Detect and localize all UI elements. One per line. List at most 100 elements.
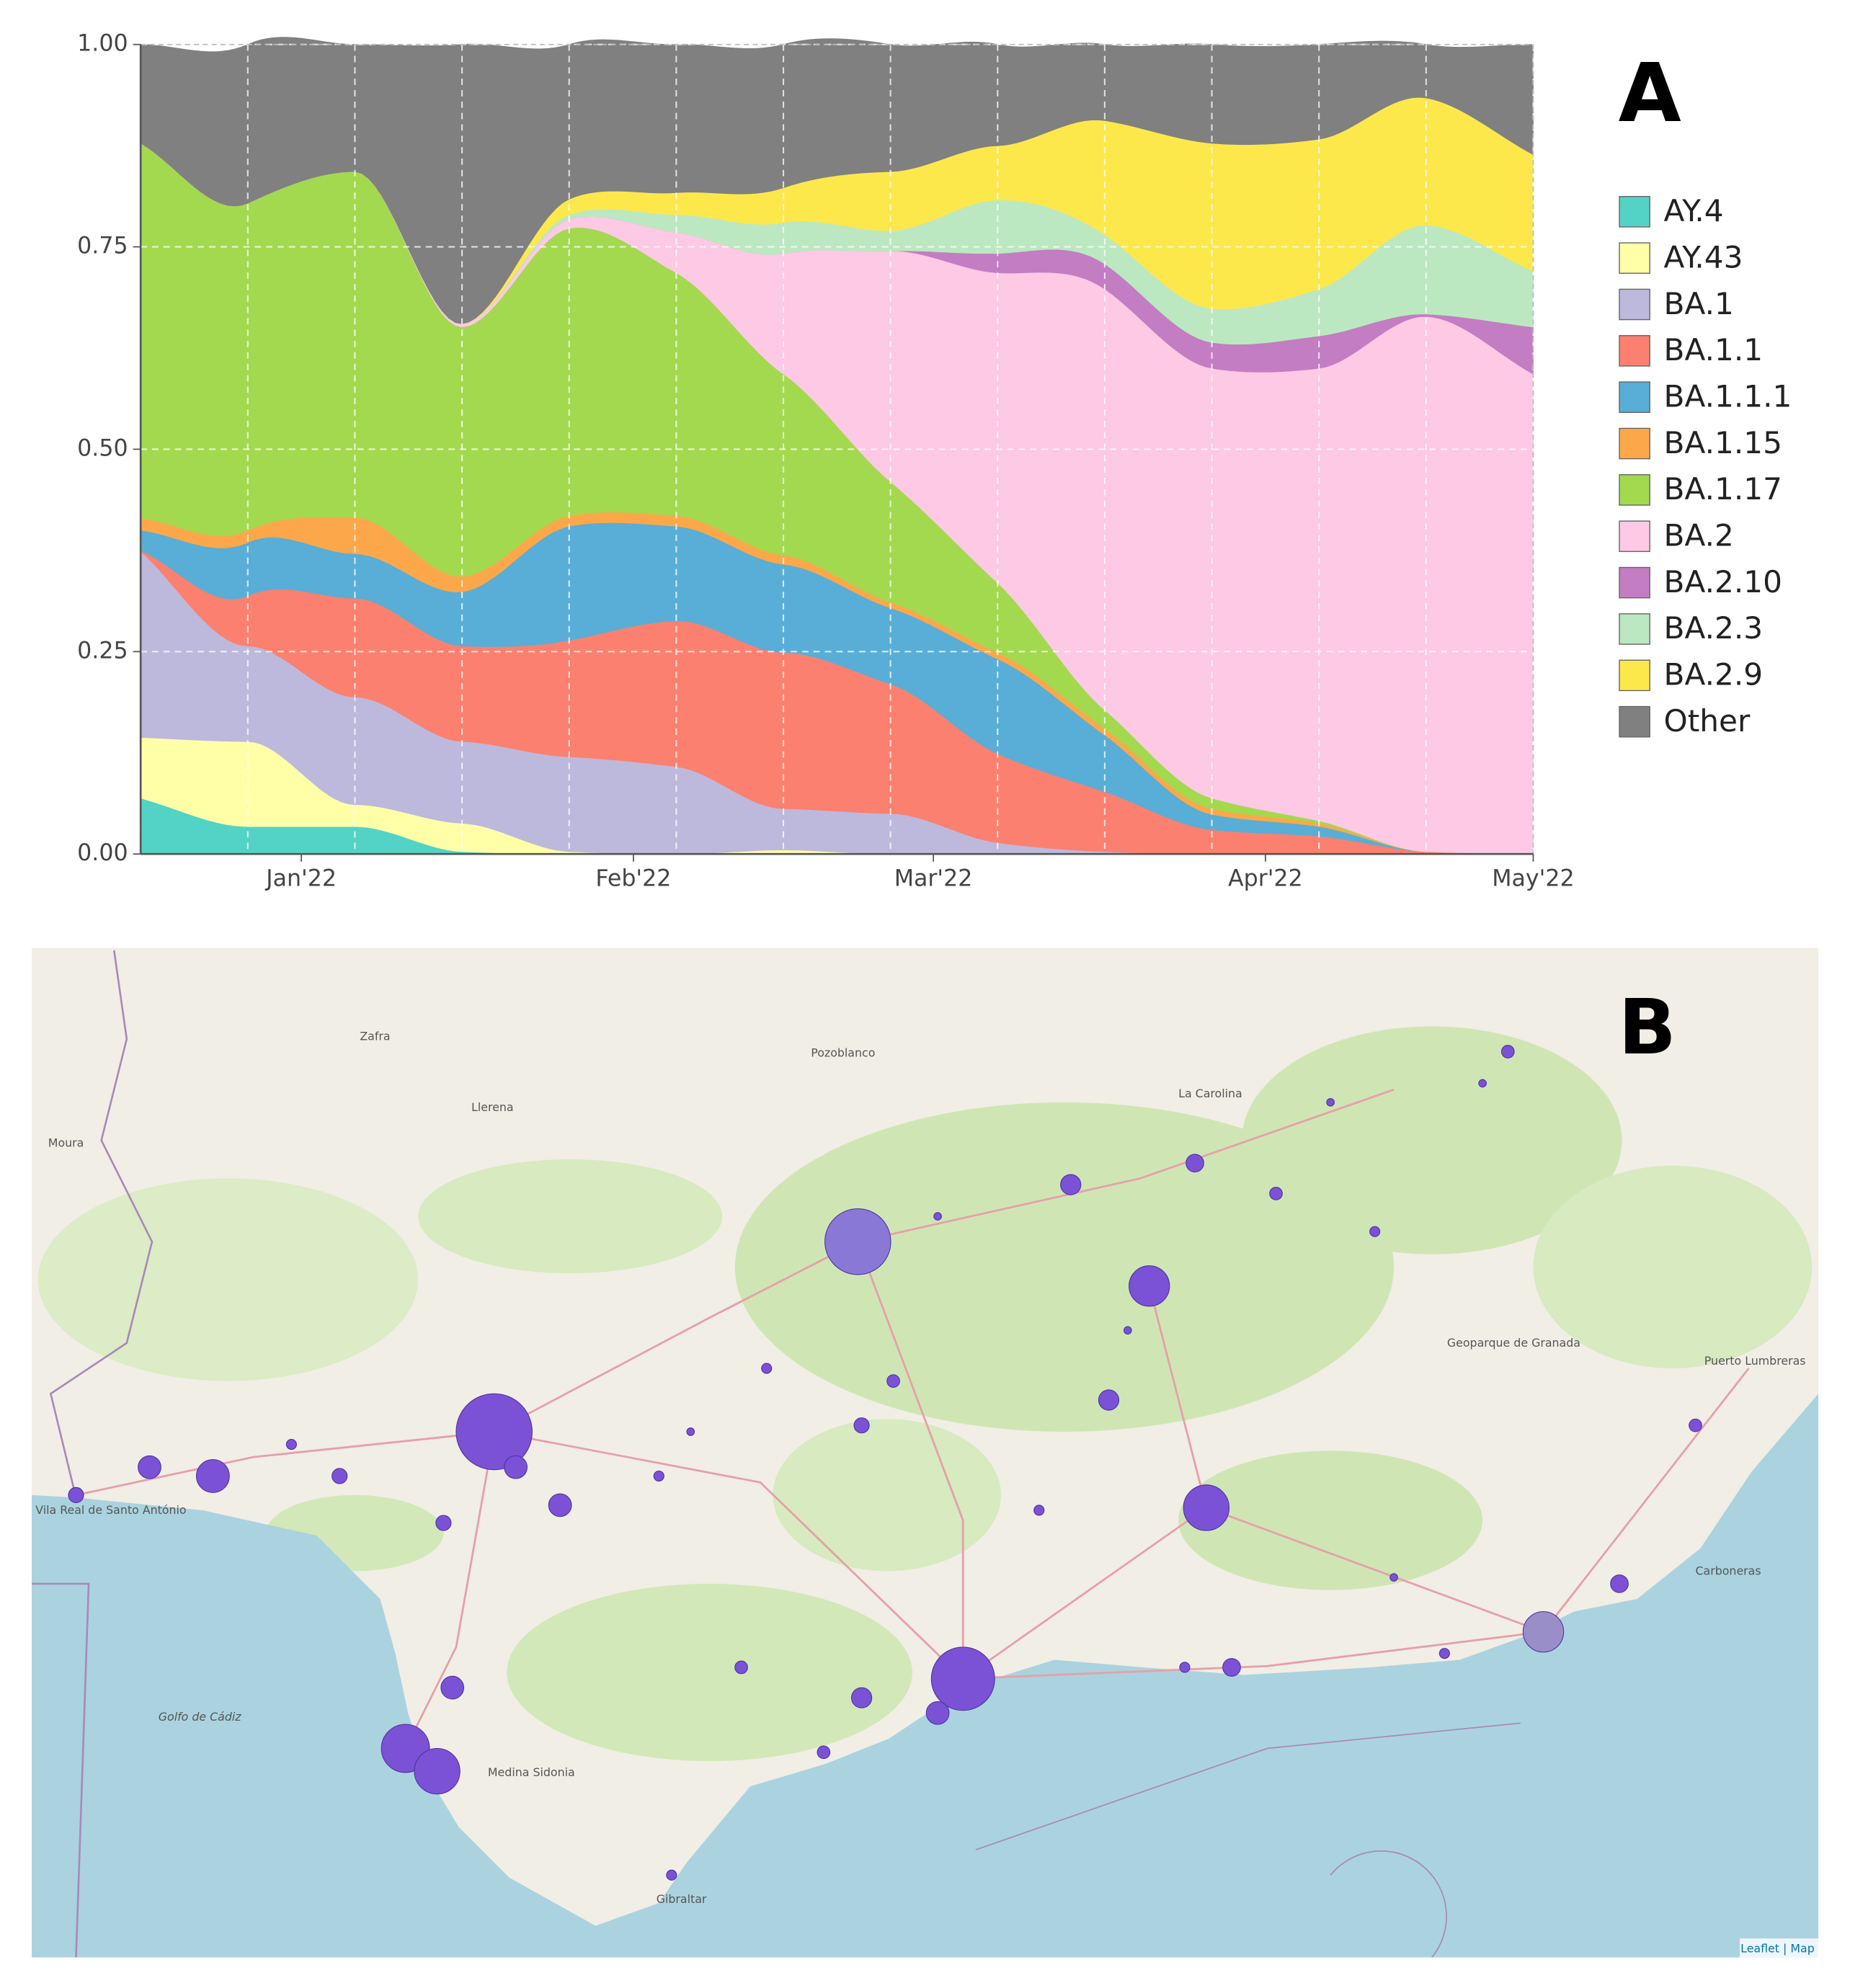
y-tick-label: 0.75 — [77, 233, 128, 259]
pie — [414, 1747, 461, 1795]
pie — [1326, 1098, 1335, 1107]
pie — [1610, 1574, 1629, 1593]
pie — [930, 1646, 995, 1711]
pie — [1124, 1326, 1132, 1335]
legend: AY.4 AY.43 BA.1 BA.1.1 BA.1.1.1 BA.1.15 BA.1.1… — [1619, 193, 1792, 739]
pie — [1033, 1505, 1045, 1516]
legend-swatch — [1619, 381, 1650, 414]
legend-label: BA.1.1 — [1664, 332, 1764, 367]
map-label: Medina Sidonia — [488, 1765, 575, 1779]
y-tick-label: 1.00 — [77, 31, 128, 57]
map-label: Pozoblanco — [811, 1046, 875, 1060]
x-tick-label: Mar'22 — [894, 865, 973, 891]
pie — [925, 1701, 950, 1725]
pie — [504, 1455, 528, 1479]
attribution-bg — [1740, 1938, 1819, 1958]
map-labels: Golfo de Cádiz Geoparque de Granada Gibr… — [35, 1030, 1805, 1906]
pie — [850, 1687, 873, 1708]
pie — [1183, 1484, 1230, 1531]
pie — [1369, 1226, 1381, 1237]
y-tick-label: 0.00 — [77, 840, 128, 866]
pie — [686, 1427, 695, 1436]
legend-label: BA.1.15 — [1664, 425, 1782, 460]
y-tick-label: 0.25 — [77, 638, 128, 664]
legend-label: Other — [1664, 703, 1751, 739]
park — [37, 1178, 419, 1381]
park — [773, 1419, 1001, 1572]
park — [1533, 1165, 1813, 1369]
pie — [1522, 1611, 1565, 1653]
legend-label: BA.1.17 — [1664, 471, 1782, 507]
maritime-line — [975, 1722, 1521, 1958]
pie — [761, 1363, 773, 1374]
pie — [195, 1459, 230, 1493]
pie — [1438, 1648, 1450, 1659]
plot-frame — [140, 43, 1534, 855]
park — [507, 1583, 912, 1762]
x-tick-label: Jan'22 — [264, 865, 337, 891]
pie — [824, 1208, 891, 1275]
map-label: Zafra — [360, 1030, 390, 1043]
areas — [140, 37, 1534, 855]
pie — [1500, 1045, 1515, 1058]
pie — [853, 1417, 870, 1434]
pie — [285, 1438, 297, 1450]
pie — [548, 1493, 572, 1517]
map-label: Carboneras — [1695, 1564, 1761, 1578]
pie — [1269, 1187, 1283, 1200]
map-label: La Carolina — [1178, 1087, 1242, 1100]
map-b: Golfo de Cádiz Geoparque de Granada Gibr… — [31, 948, 1819, 1958]
pie — [1389, 1573, 1398, 1582]
border — [31, 950, 154, 1958]
pie — [1222, 1658, 1241, 1677]
sample-pies — [68, 1045, 1702, 1881]
x-tick-label: Feb'22 — [595, 865, 671, 891]
park — [734, 1102, 1395, 1432]
legend-label: BA.1.1.1 — [1664, 378, 1792, 414]
legend-label: BA.2.9 — [1664, 657, 1764, 692]
pie — [138, 1455, 161, 1479]
panel-label: A — [1619, 46, 1681, 141]
pie — [1689, 1418, 1702, 1432]
legend-swatch — [1619, 566, 1650, 599]
legend-swatch — [1619, 613, 1650, 645]
pie — [1060, 1174, 1082, 1195]
map-label: Gibraltar — [657, 1892, 707, 1906]
legend-swatch — [1619, 195, 1650, 228]
pie — [455, 1393, 533, 1471]
chart-a: 0.00 0.25 0.50 0.75 1.00 Jan'22 Feb'22 Mar'22 Ap… — [77, 31, 1792, 892]
legend-label: BA.2 — [1664, 518, 1734, 553]
legend-swatch — [1619, 659, 1650, 692]
legend-label: AY.43 — [1664, 239, 1743, 275]
pie — [1186, 1154, 1204, 1173]
legend-swatch — [1619, 288, 1650, 321]
attribution[interactable]: Leaflet | Map — [1740, 1942, 1815, 1956]
pie — [653, 1470, 664, 1482]
y-tick-label: 0.50 — [77, 435, 128, 461]
legend-swatch — [1619, 474, 1650, 506]
map-label: Golfo de Cádiz — [159, 1710, 242, 1724]
map-label: Geoparque de Granada — [1447, 1336, 1580, 1350]
x-tick-label: May'22 — [1492, 865, 1574, 891]
legend-swatch — [1619, 705, 1650, 738]
park — [418, 1159, 723, 1274]
pie — [1179, 1662, 1191, 1673]
pie — [1098, 1389, 1120, 1411]
legend-label: AY.4 — [1664, 193, 1724, 228]
pie — [1129, 1265, 1170, 1307]
legend-swatch — [1619, 242, 1650, 274]
pie — [332, 1468, 348, 1484]
pie — [68, 1486, 84, 1503]
legend-label: BA.2.3 — [1664, 610, 1764, 646]
pie — [933, 1212, 942, 1221]
map-tiles: Golfo de Cádiz Geoparque de Granada Gibr… — [31, 948, 1819, 1958]
pie — [666, 1869, 677, 1881]
sea — [31, 1394, 1819, 1958]
pie — [817, 1745, 831, 1760]
ticks: 0.00 0.25 0.50 0.75 1.00 Jan'22 Feb'22 Mar'22 Ap… — [77, 31, 1574, 892]
pie — [440, 1675, 465, 1700]
map-label: Llerena — [471, 1100, 514, 1114]
legend-swatch — [1619, 335, 1650, 367]
